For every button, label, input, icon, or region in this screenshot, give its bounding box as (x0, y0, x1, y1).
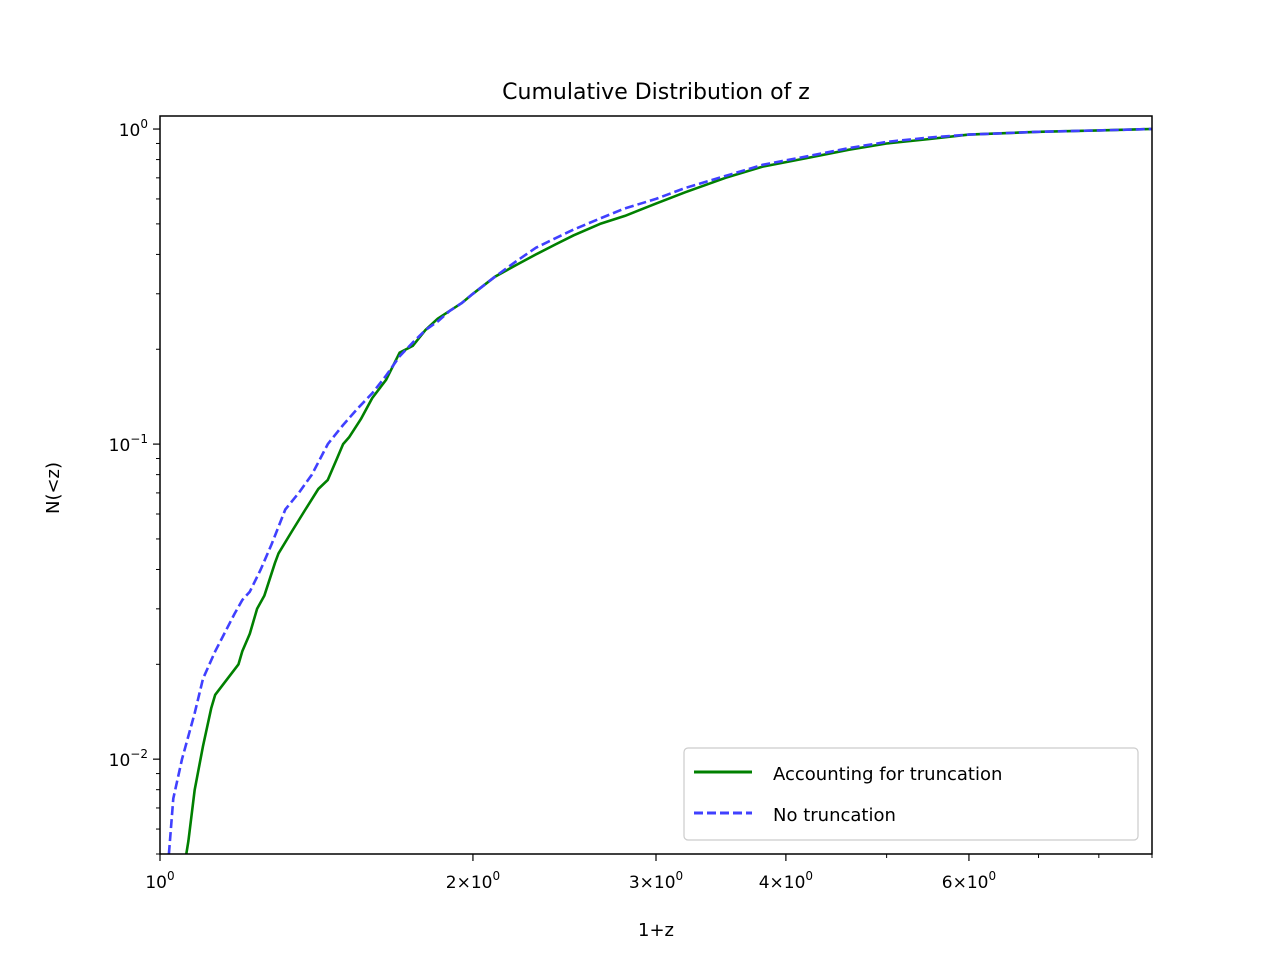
y-tick-label: 10−1 (109, 432, 148, 456)
x-tick-label: 6×100 (942, 869, 996, 893)
x-axis-label: 1+z (638, 920, 674, 941)
x-tick-label: 4×100 (759, 869, 813, 893)
y-tick-label: 100 (119, 117, 148, 141)
series-line-no-truncation (167, 127, 1152, 854)
chart-title: Cumulative Distribution of z (502, 80, 810, 105)
y-axis-label: N(<z) (43, 462, 64, 514)
legend-label-no-truncation: No truncation (773, 805, 896, 826)
y-tick-label: 10−2 (109, 747, 148, 771)
legend-label-accounting: Accounting for truncation (773, 764, 1002, 785)
x-tick-label: 2×100 (446, 869, 500, 893)
x-tick-label: 100 (145, 869, 174, 893)
axis-ticks: 100 2×100 3×100 4×100 6×100 100 10−1 10−2 (109, 117, 1153, 893)
series-layer (167, 127, 1152, 854)
plot-frame (159, 115, 1153, 855)
x-tick-label: 3×100 (629, 869, 683, 893)
series-line-accounting-for-truncation (185, 127, 1152, 854)
legend: Accounting for truncation No truncation (683, 747, 1139, 841)
legend-box (683, 747, 1139, 841)
